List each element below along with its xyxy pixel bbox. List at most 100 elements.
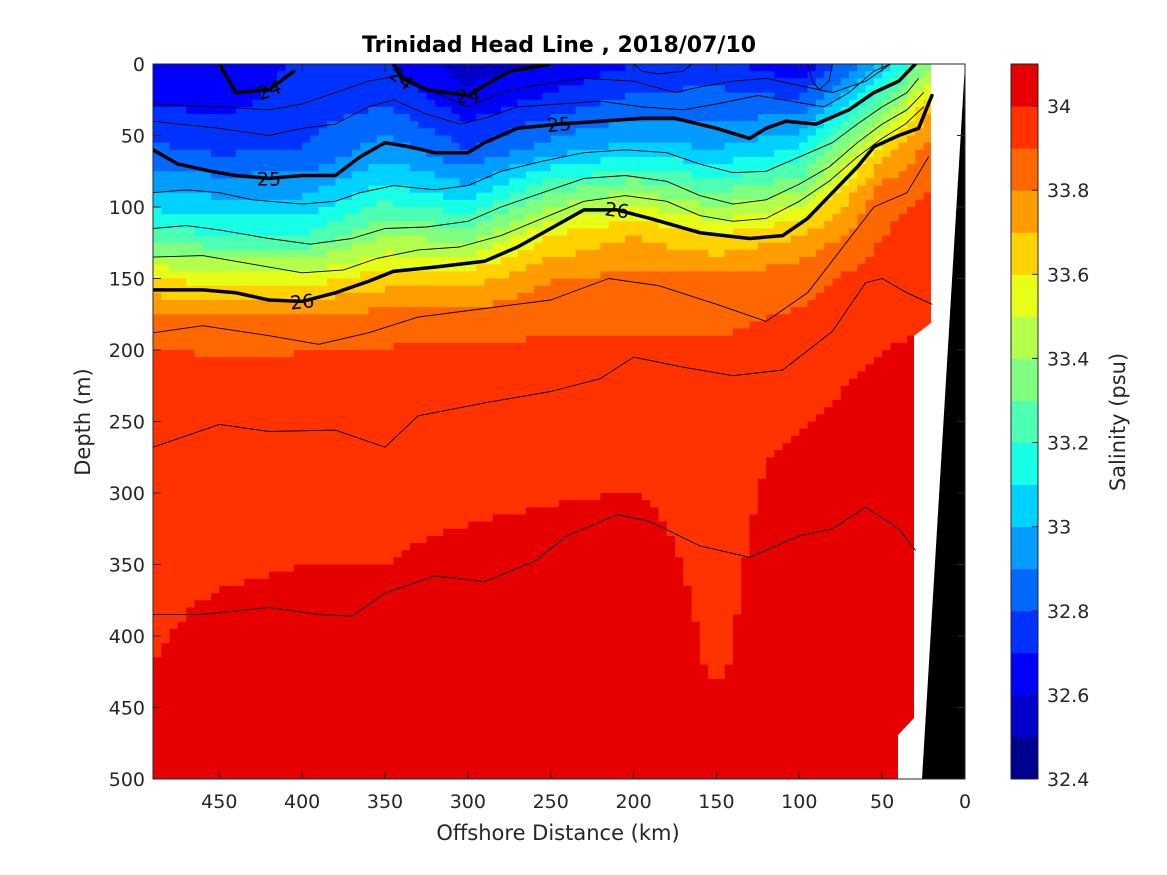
salinity-cell xyxy=(202,400,212,408)
salinity-cell xyxy=(451,342,461,351)
salinity-cell xyxy=(343,442,353,451)
salinity-cell xyxy=(426,64,436,72)
salinity-cell xyxy=(393,328,403,337)
salinity-cell xyxy=(368,714,378,723)
salinity-cell xyxy=(534,643,544,651)
salinity-cell xyxy=(484,364,494,373)
salinity-cell xyxy=(293,328,303,337)
salinity-cell xyxy=(260,442,270,451)
salinity-cell xyxy=(484,471,494,480)
salinity-cell xyxy=(501,371,510,380)
salinity-cell xyxy=(235,707,245,716)
salinity-cell xyxy=(559,578,568,587)
salinity-cell xyxy=(409,199,419,208)
salinity-cell xyxy=(318,228,328,237)
salinity-cell xyxy=(368,235,378,244)
salinity-cell xyxy=(327,235,336,244)
salinity-cell xyxy=(260,493,270,501)
salinity-cell xyxy=(426,728,436,737)
salinity-cell xyxy=(260,636,270,644)
salinity-cell xyxy=(293,535,303,544)
salinity-cell xyxy=(318,464,328,473)
salinity-cell xyxy=(559,450,568,458)
salinity-cell xyxy=(426,142,436,151)
salinity-cell xyxy=(219,228,229,237)
salinity-cell xyxy=(335,357,345,365)
salinity-cell xyxy=(451,664,461,673)
salinity-cell xyxy=(434,442,444,451)
salinity-cell xyxy=(559,607,568,616)
salinity-cell xyxy=(517,521,527,530)
salinity-cell xyxy=(153,693,162,701)
salinity-cell xyxy=(244,221,254,230)
salinity-cell xyxy=(509,457,519,465)
salinity-cell xyxy=(476,621,486,630)
salinity-cell xyxy=(302,156,312,165)
salinity-cell xyxy=(310,350,320,358)
salinity-cell xyxy=(509,707,519,716)
salinity-cell xyxy=(534,321,544,330)
salinity-cell xyxy=(235,142,245,151)
salinity-cell xyxy=(318,614,328,623)
salinity-cell xyxy=(235,714,245,723)
salinity-cell xyxy=(161,321,171,330)
salinity-cell xyxy=(368,707,378,716)
salinity-cell xyxy=(293,128,303,137)
salinity-cell xyxy=(177,178,187,187)
salinity-cell xyxy=(235,285,245,294)
salinity-cell xyxy=(227,128,237,137)
salinity-cell xyxy=(169,528,179,537)
salinity-cell xyxy=(252,507,262,516)
salinity-cell xyxy=(418,450,428,458)
salinity-cell xyxy=(211,264,220,272)
salinity-cell xyxy=(343,707,353,716)
salinity-cell xyxy=(244,678,254,687)
salinity-cell xyxy=(343,471,353,480)
salinity-cell xyxy=(542,156,552,165)
salinity-cell xyxy=(443,178,452,187)
salinity-cell xyxy=(368,664,378,673)
salinity-cell xyxy=(484,571,494,580)
salinity-cell xyxy=(542,364,552,373)
salinity-cell xyxy=(385,185,394,194)
salinity-cell xyxy=(277,149,287,158)
salinity-cell xyxy=(385,578,394,587)
salinity-cell xyxy=(418,535,428,544)
salinity-cell xyxy=(277,71,287,79)
salinity-cell xyxy=(186,342,196,351)
salinity-cell xyxy=(509,400,519,408)
salinity-cell xyxy=(227,442,237,451)
salinity-cell xyxy=(285,721,295,730)
salinity-cell xyxy=(401,307,411,315)
salinity-cell xyxy=(376,64,386,72)
salinity-cell xyxy=(426,585,436,594)
salinity-cell xyxy=(169,407,179,415)
salinity-cell xyxy=(277,607,287,616)
salinity-cell xyxy=(517,135,527,144)
salinity-cell xyxy=(517,493,527,501)
salinity-cell xyxy=(293,64,303,72)
salinity-cell xyxy=(476,578,486,587)
salinity-cell xyxy=(260,121,270,129)
salinity-cell xyxy=(202,557,212,566)
salinity-cell xyxy=(434,600,444,608)
salinity-cell xyxy=(244,457,254,465)
salinity-cell xyxy=(509,528,519,537)
salinity-cell xyxy=(343,385,353,394)
salinity-cell xyxy=(260,385,270,394)
salinity-cell xyxy=(368,335,378,344)
salinity-cell xyxy=(202,564,212,573)
salinity-cell xyxy=(368,242,378,251)
salinity-cell xyxy=(227,543,237,551)
salinity-cell xyxy=(492,271,502,280)
salinity-cell xyxy=(327,493,336,501)
salinity-cell xyxy=(235,135,245,144)
salinity-cell xyxy=(550,528,560,537)
salinity-cell xyxy=(459,185,469,194)
salinity-cell xyxy=(285,328,295,337)
salinity-cell xyxy=(227,757,237,766)
salinity-cell xyxy=(368,528,378,537)
salinity-cell xyxy=(211,307,220,315)
salinity-cell xyxy=(293,364,303,373)
salinity-cell xyxy=(177,121,187,129)
